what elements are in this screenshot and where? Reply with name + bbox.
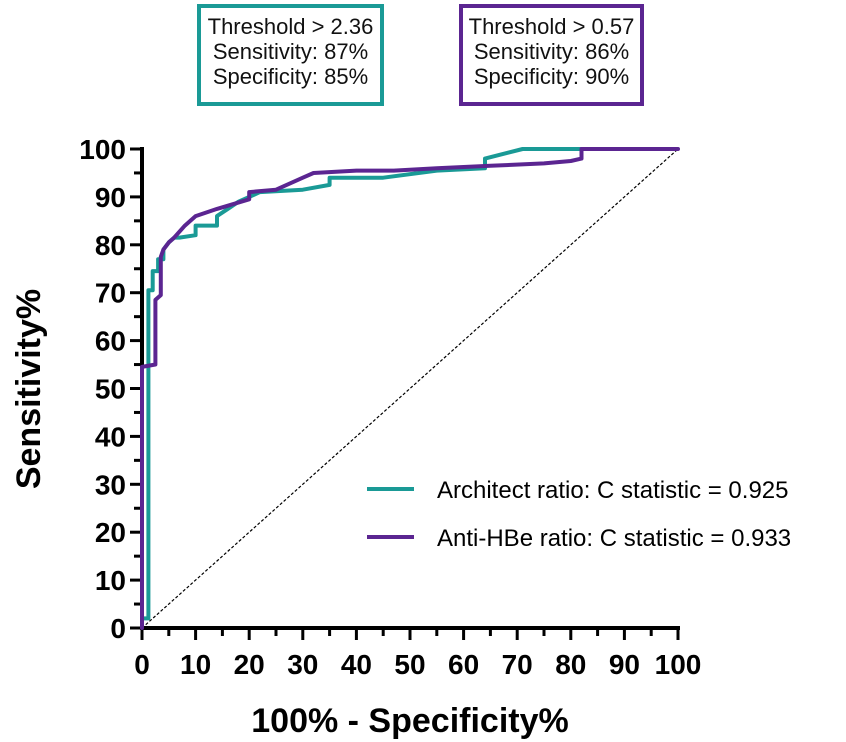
y-tick-label: 50 — [95, 374, 126, 405]
legend-label-antihbe: Anti-HBe ratio: C statistic = 0.933 — [437, 525, 791, 552]
ticks: 0 10 20 30 40 50 60 70 80 90 100 0 10 20 30 40 50 60 70 80 9… — [79, 134, 701, 680]
y-tick-label: 10 — [95, 565, 126, 596]
x-axis-title: 100% - Specificity% — [251, 702, 568, 740]
series-layer — [140, 147, 680, 630]
x-tick-label: 100 — [655, 649, 702, 680]
x-tick-label: 40 — [341, 649, 372, 680]
x-tick-label: 90 — [609, 649, 640, 680]
antihbe-sensitivity-label: Sensitivity: 86% — [473, 39, 630, 64]
y-tick-label: 70 — [95, 278, 126, 309]
x-tick-label: 30 — [287, 649, 318, 680]
y-tick-label: 80 — [95, 230, 126, 261]
antihbe-roc-line — [140, 147, 680, 630]
x-tick-label: 50 — [394, 649, 425, 680]
architect-sensitivity-label: Sensitivity: 87% — [212, 39, 369, 64]
y-tick-label: 20 — [95, 517, 126, 548]
antihbe-threshold-box: Threshold > 0.57 Sensitivity: 86% Specif… — [459, 4, 644, 106]
architect-specificity-label: Specificity: 85% — [212, 64, 369, 89]
y-tick-label: 0 — [110, 613, 126, 644]
x-tick-label: 80 — [555, 649, 586, 680]
legend: Architect ratio: C statistic = 0.925 Anti… — [367, 477, 791, 552]
legend-label-architect: Architect ratio: C statistic = 0.925 — [437, 477, 788, 504]
antihbe-specificity-label: Specificity: 90% — [473, 64, 630, 89]
y-tick-label: 90 — [95, 182, 126, 213]
antihbe-threshold-label: Threshold > 0.57 — [468, 14, 635, 39]
y-tick-label: 100 — [79, 134, 126, 165]
architect-threshold-box: Threshold > 2.36 Sensitivity: 87% Specif… — [197, 4, 384, 106]
reference-diagonal-line — [141, 148, 679, 629]
x-tick-label: 60 — [448, 649, 479, 680]
x-tick-label: 70 — [502, 649, 533, 680]
y-tick-label: 60 — [95, 326, 126, 357]
x-tick-label: 20 — [234, 649, 265, 680]
architect-threshold-label: Threshold > 2.36 — [207, 14, 374, 39]
y-tick-label: 30 — [95, 469, 126, 500]
architect-roc-line — [140, 147, 584, 621]
y-axis-title: Sensitivity% — [10, 289, 48, 489]
x-tick-label: 10 — [180, 649, 211, 680]
x-tick-label: 0 — [134, 649, 150, 680]
y-tick-label: 40 — [95, 421, 126, 452]
